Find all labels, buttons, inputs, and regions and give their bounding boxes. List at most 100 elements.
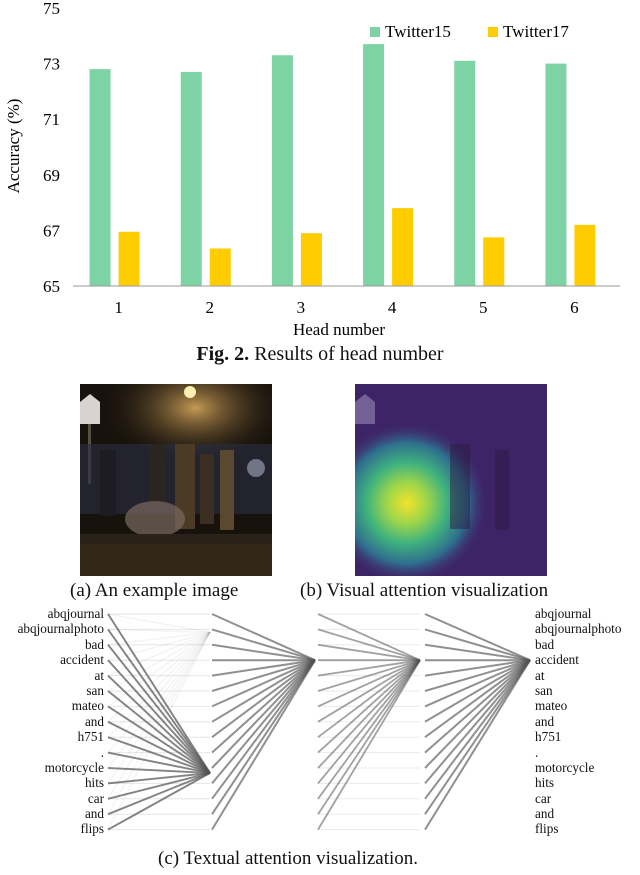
bar-twitter15-4 xyxy=(363,44,385,286)
bar-twitter15-1 xyxy=(89,69,111,286)
attention-line xyxy=(424,659,531,815)
attention-line xyxy=(424,613,531,662)
legend-swatch-twitter17 xyxy=(488,27,498,37)
attention-line xyxy=(107,751,211,774)
y-tick-label: 73 xyxy=(43,55,60,74)
attention-line xyxy=(107,628,211,774)
right-token: h751 xyxy=(535,729,562,745)
bar-twitter15-2 xyxy=(180,71,202,286)
left-token: motorcycle xyxy=(44,759,104,775)
attention-line xyxy=(107,772,211,831)
attention-line xyxy=(107,632,211,769)
attention-line xyxy=(107,772,211,816)
left-token: abqjournalphoto xyxy=(17,621,104,637)
attention-line xyxy=(107,674,211,774)
bar-twitter17-6 xyxy=(574,224,596,286)
right-token: car xyxy=(535,790,552,806)
left-token: accident xyxy=(60,652,104,668)
attention-line xyxy=(317,659,421,769)
right-token: san xyxy=(535,682,553,698)
right-token: abqjournal xyxy=(535,606,592,621)
y-tick-label: 65 xyxy=(43,277,60,296)
attention-line xyxy=(107,613,211,774)
attention-line xyxy=(107,632,211,815)
attention-line xyxy=(317,659,421,692)
right-token: at xyxy=(535,667,545,683)
x-tick-label: 5 xyxy=(479,298,488,317)
attention-line xyxy=(107,631,211,646)
attention-line xyxy=(211,628,316,662)
bars xyxy=(89,44,596,287)
attention-line xyxy=(317,659,421,815)
attention-line xyxy=(211,659,316,785)
subfigure-c-label: (c) Textual attention visualization. xyxy=(158,848,419,869)
attention-line xyxy=(107,721,211,774)
attention-line xyxy=(424,659,531,723)
attention-line xyxy=(317,659,421,784)
x-tick-label: 2 xyxy=(206,298,215,317)
y-tick-label: 75 xyxy=(43,0,60,18)
attention-line xyxy=(107,772,211,831)
y-tick-label: 69 xyxy=(43,166,60,185)
visual-attention-map xyxy=(355,384,547,576)
attention-line xyxy=(107,690,211,774)
attention-line xyxy=(107,659,211,774)
bar-twitter15-6 xyxy=(545,63,567,286)
left-token: abqjournal xyxy=(47,606,104,621)
attention-line xyxy=(211,659,316,739)
attention-line xyxy=(211,659,316,692)
attention-line xyxy=(211,659,316,769)
attention-line xyxy=(107,772,211,800)
right-token: bad xyxy=(535,636,555,652)
attention-line xyxy=(107,644,211,774)
attention-line xyxy=(107,772,211,815)
right-token: motorcycle xyxy=(535,759,595,775)
right-token: hits xyxy=(535,775,555,791)
left-token-list: abqjournal abqjournalphoto bad accident at sa… xyxy=(4,606,104,837)
left-token: . xyxy=(100,744,104,760)
y-axis-label: Accuracy (%) xyxy=(4,99,23,194)
left-token: hits xyxy=(84,775,104,791)
attention-line xyxy=(107,705,211,774)
figure-caption: Fig. 2. Results of head number xyxy=(0,343,640,366)
legend-label-twitter15: Twitter15 xyxy=(385,22,451,41)
attention-line xyxy=(424,659,531,739)
right-token-list: abqjournal abqjournalphoto bad accident at sa… xyxy=(535,606,640,837)
attention-line xyxy=(107,751,211,774)
attention-line xyxy=(424,628,531,662)
left-token: flips xyxy=(80,821,104,837)
attention-line xyxy=(107,632,211,753)
attention-line xyxy=(211,659,316,800)
attention-line xyxy=(211,659,316,831)
attention-line xyxy=(424,659,531,800)
attention-line xyxy=(424,659,531,831)
subfigure-a-label: (a) An example image xyxy=(70,580,239,601)
attention-line xyxy=(107,705,211,774)
bar-twitter17-1 xyxy=(118,231,140,286)
left-token: and xyxy=(84,806,104,822)
right-token: abqjournalphoto xyxy=(535,621,622,637)
right-token: flips xyxy=(535,821,559,837)
attention-line xyxy=(211,659,316,677)
attention-line xyxy=(317,659,421,723)
attention-line xyxy=(317,628,421,662)
attention-line xyxy=(107,767,211,774)
attention-line xyxy=(107,631,211,677)
subfigure-b-label: (b) Visual attention visualization xyxy=(300,580,549,601)
attention-line xyxy=(317,659,421,708)
legend-swatch-twitter15 xyxy=(370,27,380,37)
attention-line xyxy=(107,631,211,661)
right-token: . xyxy=(535,744,539,760)
attention-line xyxy=(211,643,316,662)
left-token: bad xyxy=(84,636,104,652)
x-tick-label: 6 xyxy=(570,298,579,317)
y-tick-label: 71 xyxy=(43,110,60,129)
attention-line xyxy=(107,613,211,774)
attention-line xyxy=(317,659,421,754)
bar-twitter17-3 xyxy=(300,233,322,286)
attention-line xyxy=(107,631,211,707)
left-token: and xyxy=(84,713,104,729)
attention-line xyxy=(107,736,211,774)
attention-line xyxy=(107,772,211,785)
y-axis-ticks: 65 67 69 71 73 75 xyxy=(43,0,61,296)
